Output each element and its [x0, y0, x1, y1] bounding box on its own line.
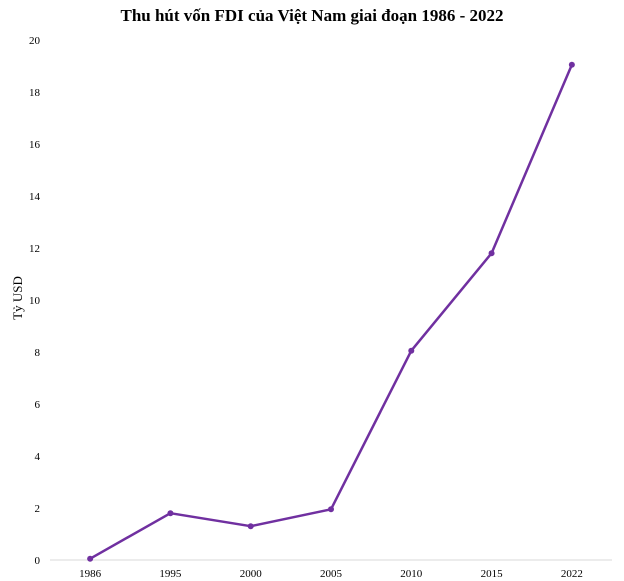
- y-tick-label: 18: [29, 87, 41, 99]
- x-tick-label: 2015: [481, 568, 504, 580]
- y-tick-label: 12: [29, 243, 40, 255]
- x-tick-label: 2010: [400, 568, 423, 580]
- data-point: [247, 523, 254, 530]
- data-point: [167, 510, 174, 517]
- y-tick-label: 0: [35, 555, 41, 567]
- data-point: [408, 347, 415, 354]
- data-point: [328, 506, 334, 513]
- y-tick-label: 4: [35, 451, 41, 463]
- x-tick-label: 2000: [240, 568, 263, 580]
- y-axis-ticks: 0 2 4 6 8 10 12 14 16 18 20: [29, 35, 41, 567]
- x-axis-ticks: 1986 1995 2000 2005 2010 2015 2022: [79, 568, 583, 580]
- data-point: [87, 555, 94, 562]
- y-tick-label: 2: [35, 503, 41, 515]
- series-points: [87, 61, 575, 562]
- y-tick-label: 6: [35, 399, 41, 411]
- x-tick-label: 1995: [159, 568, 182, 580]
- y-tick-label: 10: [29, 295, 41, 307]
- x-tick-label: 2022: [561, 568, 583, 580]
- chart-title: Thu hút vốn FDI của Việt Nam giai đoạn 1…: [120, 6, 504, 25]
- data-point: [488, 250, 495, 257]
- y-tick-label: 16: [29, 139, 41, 151]
- y-tick-label: 20: [29, 35, 41, 47]
- series-line: [89, 64, 574, 560]
- data-point: [568, 61, 575, 68]
- y-tick-label: 8: [35, 347, 41, 359]
- y-tick-label: 14: [29, 191, 41, 203]
- x-tick-label: 1986: [79, 568, 102, 580]
- x-tick-label: 2005: [320, 568, 343, 580]
